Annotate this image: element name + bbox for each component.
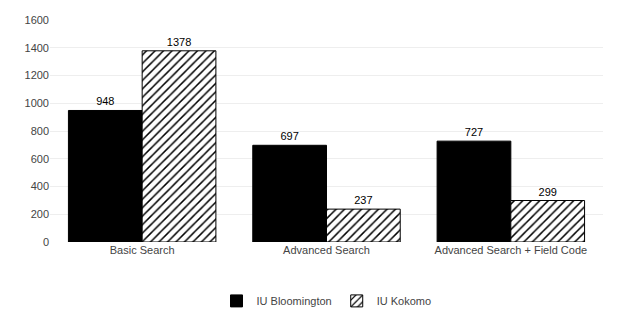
- svg-text:1000: 1000: [25, 97, 49, 109]
- svg-text:1400: 1400: [25, 42, 49, 54]
- svg-text:200: 200: [31, 208, 49, 220]
- svg-text:237: 237: [354, 194, 372, 206]
- svg-text:1600: 1600: [25, 14, 49, 26]
- svg-text:299: 299: [539, 186, 557, 198]
- svg-text:IU Kokomo: IU Kokomo: [377, 295, 431, 307]
- svg-text:Advanced Search: Advanced Search: [283, 244, 370, 256]
- svg-text:697: 697: [280, 130, 298, 142]
- svg-text:600: 600: [31, 153, 49, 165]
- svg-text:727: 727: [465, 126, 483, 138]
- svg-text:IU Bloomington: IU Bloomington: [257, 295, 332, 307]
- svg-text:800: 800: [31, 125, 49, 137]
- svg-text:1378: 1378: [167, 36, 191, 48]
- svg-text:948: 948: [96, 95, 114, 107]
- svg-text:400: 400: [31, 180, 49, 192]
- svg-text:Basic Search: Basic Search: [110, 244, 175, 256]
- svg-text:Advanced Search + Field Code: Advanced Search + Field Code: [435, 244, 588, 256]
- svg-text:1200: 1200: [25, 69, 49, 81]
- svg-text:0: 0: [43, 236, 49, 248]
